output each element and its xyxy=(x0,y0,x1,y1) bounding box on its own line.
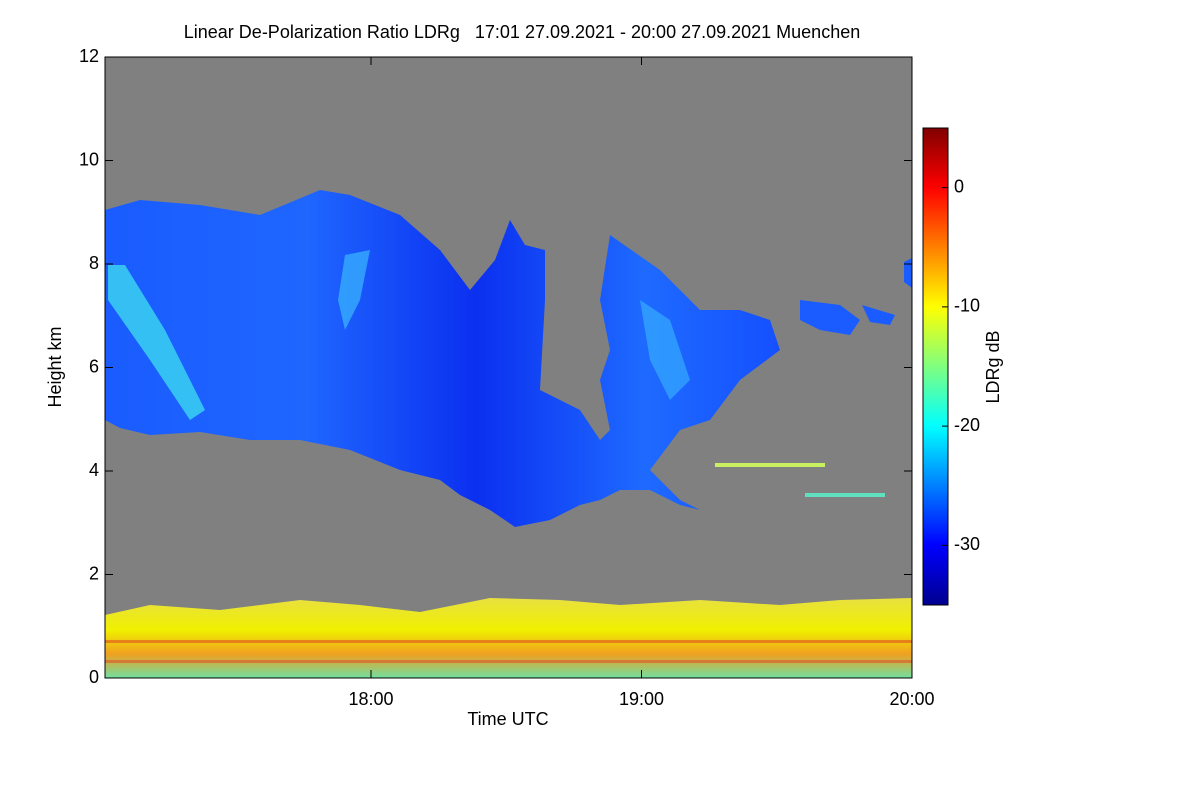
x-tick-label: 18:00 xyxy=(348,689,393,709)
radar-echo xyxy=(105,190,912,678)
colorbar-tick-label: -20 xyxy=(954,415,980,435)
colorbar-tick-label: -30 xyxy=(954,534,980,554)
colorbar xyxy=(922,127,949,606)
colorbar-tick-label: -10 xyxy=(954,296,980,316)
cloud xyxy=(904,258,912,288)
y-tick-label: 8 xyxy=(89,253,99,273)
boundary-layer xyxy=(105,598,912,678)
colorbar-label: LDRg dB xyxy=(983,330,1003,403)
y-tick-label: 0 xyxy=(89,667,99,687)
cloud-streak xyxy=(640,300,690,400)
y-tick-label: 2 xyxy=(89,563,99,583)
cloud-streak xyxy=(338,250,370,330)
cloud xyxy=(862,305,895,325)
y-tick-label: 4 xyxy=(89,460,99,480)
x-tick-label: 19:00 xyxy=(619,689,664,709)
chart-title: Linear De-Polarization Ratio LDRg 17:01 … xyxy=(184,22,860,42)
cloud xyxy=(800,300,860,335)
echo-layer xyxy=(105,660,912,663)
echo-layer xyxy=(805,493,885,497)
x-tick-label: 20:00 xyxy=(889,689,934,709)
y-axis-label: Height km xyxy=(45,326,65,407)
y-tick-label: 10 xyxy=(79,149,99,169)
cloud xyxy=(105,190,780,527)
x-axis-label: Time UTC xyxy=(467,709,548,729)
y-tick-label: 12 xyxy=(79,46,99,66)
colorbar-tick-label: 0 xyxy=(954,176,964,196)
echo-layer xyxy=(715,463,825,467)
cloud-streak xyxy=(108,265,205,420)
echo-layer xyxy=(105,640,912,643)
y-tick-label: 6 xyxy=(89,356,99,376)
